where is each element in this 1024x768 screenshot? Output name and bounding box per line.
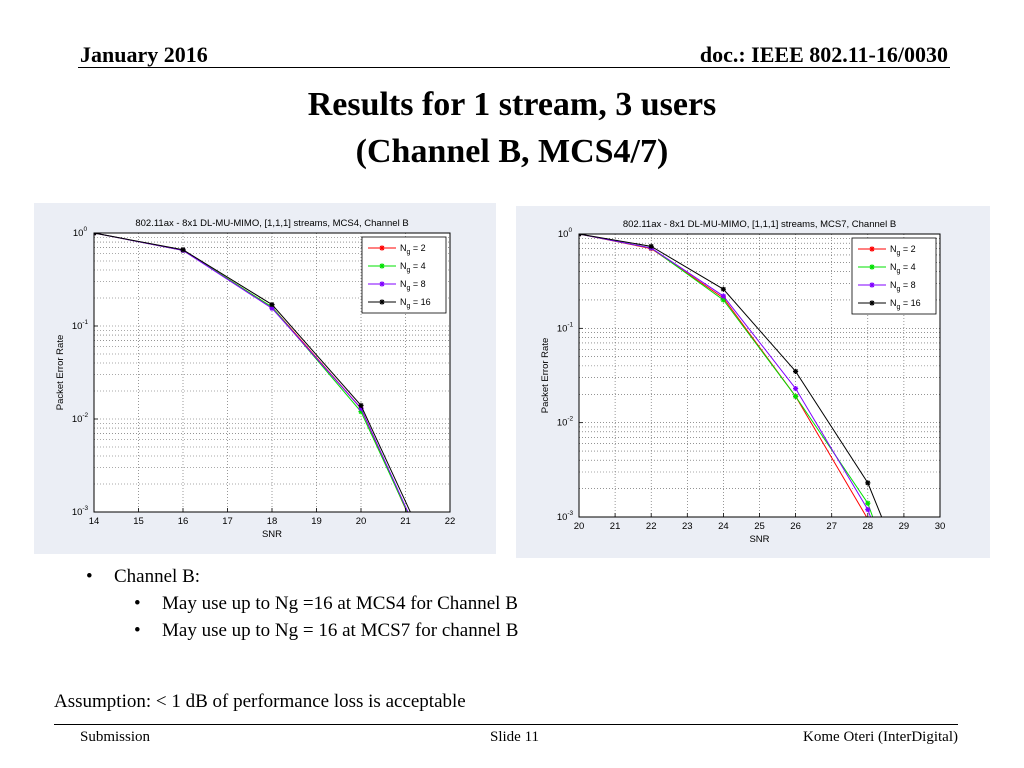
chart-mcs4: 14 15 16 17 18 19 20 21 22 10-3 10-2 10-1 100 802.11a…: [55, 218, 456, 540]
y-tick-label: 10-1: [72, 319, 89, 332]
bullet-item: • Channel B:: [86, 566, 200, 588]
chart-panel-mcs4: 14 15 16 17 18 19 20 21 22 10-3 10-2 10-1 100 802.11a…: [34, 203, 496, 554]
y-tick-label: 10-1: [557, 321, 574, 334]
data-point-marker: [358, 402, 364, 409]
data-point-marker: [720, 293, 726, 299]
data-point-marker: [793, 368, 799, 374]
legend-label: Ng = 8: [890, 280, 916, 293]
x-tick-label: 20: [574, 521, 585, 532]
data-point-marker: [869, 264, 875, 270]
series-line: [579, 234, 872, 517]
x-tick-label: 22: [646, 521, 657, 532]
header-doc-id: doc.: IEEE 802.11-16/0030: [699, 42, 948, 67]
data-point-marker: [379, 299, 385, 305]
footer-slide-number: Slide 11: [490, 729, 540, 745]
legend-label: Ng = 4: [400, 261, 426, 274]
footer-author: Kome Oteri (InterDigital): [803, 729, 958, 745]
header-date: January 2016: [80, 42, 208, 67]
x-axis-label: SNR: [749, 534, 769, 545]
data-point-marker: [720, 286, 726, 292]
legend-label: Ng = 16: [400, 297, 431, 310]
data-point-marker: [865, 506, 871, 513]
bullet-dot: •: [134, 593, 141, 614]
chart-title: 802.11ax - 8x1 DL-MU-MIMO, [1,1,1] strea…: [623, 219, 896, 230]
legend: Ng = 2 Ng = 4 Ng = 8 Ng = 16: [851, 237, 937, 315]
x-axis-label: SNR: [262, 529, 282, 540]
footer-submission: Submission: [80, 729, 151, 745]
x-tick-label: 18: [267, 516, 278, 527]
legend: Ng = 2 Ng = 4 Ng = 8 Ng = 16: [361, 236, 447, 314]
chart-title: 802.11ax - 8x1 DL-MU-MIMO, [1,1,1] strea…: [135, 218, 408, 229]
legend-box: [851, 237, 937, 315]
y-axis-label: Packet Error Rate: [55, 335, 66, 411]
data-point-marker: [269, 301, 275, 308]
x-tick-label: 27: [826, 521, 837, 532]
data-point-marker: [869, 282, 875, 288]
y-tick-label: 10-2: [557, 416, 574, 429]
data-point-marker: [358, 409, 364, 415]
series-group: [94, 233, 411, 512]
data-point-marker: [358, 405, 364, 412]
footer-rule: [54, 724, 958, 725]
legend-label: Ng = 4: [890, 262, 916, 275]
grid: [94, 233, 450, 512]
chart-mcs7: 20 21 22 23 24 25 26 27 28 29 30 10-3 10-2 10-1 100 802…: [540, 219, 946, 545]
header-rule: [78, 67, 950, 68]
y-tick-label: 10-3: [557, 510, 574, 523]
data-point-marker: [865, 480, 871, 486]
sub-bullet-item: • May use up to Ng =16 at MCS4 for Channe…: [134, 593, 518, 615]
x-tick-label: 25: [754, 521, 765, 532]
x-tick-label: 17: [222, 516, 233, 527]
x-tick-label: 20: [356, 516, 367, 527]
data-point-marker: [793, 393, 799, 399]
data-point-marker: [869, 300, 875, 306]
bullet-text: May use up to Ng =16 at MCS4 for Channel…: [162, 593, 518, 614]
y-tick-label: 100: [558, 227, 573, 240]
data-point-marker: [379, 263, 385, 269]
assumption-text: Assumption: < 1 dB of performance loss i…: [54, 691, 466, 712]
series-group: [579, 234, 883, 517]
x-tick-label: 22: [445, 516, 456, 527]
bullet-dot: •: [134, 620, 141, 641]
data-point-marker: [720, 297, 726, 303]
y-axis-label: Packet Error Rate: [540, 338, 551, 414]
data-point-marker: [648, 243, 654, 249]
x-tick-label: 21: [400, 516, 411, 527]
x-tick-label: 16: [178, 516, 189, 527]
y-tick-label: 10-3: [72, 505, 89, 518]
chart-panel-mcs7: 20 21 22 23 24 25 26 27 28 29 30 10-3 10-2 10-1 100 802…: [516, 206, 990, 558]
bullet-text: Channel B:: [114, 566, 201, 587]
x-tick-label: 28: [863, 521, 874, 532]
legend-label: Ng = 2: [400, 243, 426, 256]
x-tick-label: 21: [610, 521, 621, 532]
data-point-marker: [379, 281, 385, 287]
legend-label: Ng = 8: [400, 279, 426, 292]
bullet-dot: •: [86, 566, 93, 587]
data-point-marker: [793, 385, 799, 392]
legend-box: [361, 236, 447, 314]
legend-label: Ng = 16: [890, 298, 921, 311]
legend-label: Ng = 2: [890, 244, 916, 257]
slide-title-line1: Results for 1 stream, 3 users: [307, 86, 717, 123]
x-tick-label: 19: [311, 516, 322, 527]
x-tick-label: 14: [89, 516, 100, 527]
slide-title-line2: (Channel B, MCS4/7): [355, 133, 669, 170]
x-tick-label: 15: [133, 516, 144, 527]
y-tick-label: 10-2: [72, 412, 89, 425]
x-tick-label: 29: [899, 521, 910, 532]
x-tick-label: 23: [682, 521, 693, 532]
x-tick-label: 26: [790, 521, 801, 532]
series-line: [579, 234, 883, 517]
x-tick-label: 24: [718, 521, 729, 532]
bullet-text: May use up to Ng = 16 at MCS7 for channe…: [162, 620, 519, 641]
y-tick-label: 100: [73, 226, 88, 239]
data-point-marker: [865, 500, 871, 506]
sub-bullet-item: • May use up to Ng = 16 at MCS7 for chann…: [134, 620, 518, 642]
x-tick-label: 30: [935, 521, 946, 532]
data-point-marker: [180, 247, 186, 253]
data-point-marker: [269, 305, 275, 311]
data-point-marker: [379, 245, 385, 251]
data-point-marker: [869, 246, 875, 252]
